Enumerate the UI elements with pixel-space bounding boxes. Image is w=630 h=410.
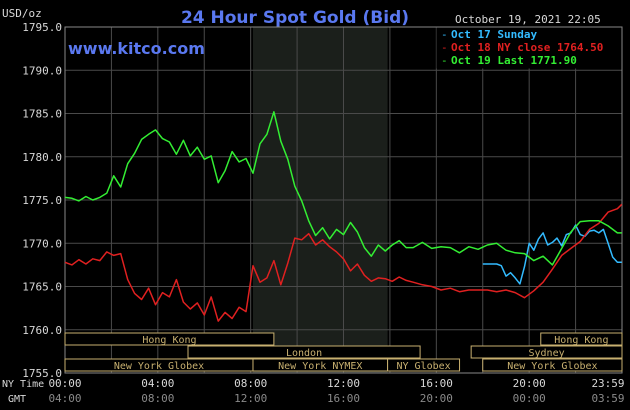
session-label: New York Globex [507,361,597,372]
source-watermark: www.kitco.com [68,39,205,58]
y-tick-label: 1795.0 [22,21,62,34]
legend-entry: Oct 18 NY close 1764.50 [451,41,603,54]
session-label: New York Globex [114,361,204,372]
session-box [540,332,623,346]
plot-frame [64,26,623,374]
series-line-2 [64,203,623,322]
legend-bullet: - [441,54,448,67]
session-label: Hong Kong [554,335,608,346]
y-tick-label: 1770.0 [22,237,62,250]
x-tick-label-gmt: 16:00 [327,392,360,405]
legend-entry: Oct 19 Last 1771.90 [451,54,577,67]
session-label: Hong Kong [142,335,196,346]
y-axis-label: USD/oz [2,7,42,20]
timestamp: October 19, 2021 22:05 [455,13,601,26]
x-tick-label-gmt: 00:00 [513,392,546,405]
legend-entry: Oct 17 Sunday [451,28,537,41]
x-tick-label-gmt: 20:00 [420,392,453,405]
x-tick-label-gmt: 03:59 [591,392,624,405]
y-tick-label: 1760.0 [22,324,62,337]
chart-title: 24 Hour Spot Gold (Bid) [181,8,409,28]
x-tick-label-ny: 04:00 [141,377,174,390]
x-tick-label-gmt: 08:00 [141,392,174,405]
x-tick-label-ny: 00:00 [48,377,81,390]
session-box [470,345,623,359]
y-tick-label: 1790.0 [22,64,62,77]
series-line-1 [482,224,622,285]
legend-bullet: - [441,41,448,54]
x-tick-label-gmt: 04:00 [48,392,81,405]
session-box [187,345,421,359]
ny-time-row-label: NY Time [2,379,44,390]
session-label: Sydney [529,348,565,359]
x-tick-label-ny: 23:59 [591,377,624,390]
x-tick-label-ny: 16:00 [420,377,453,390]
y-tick-label: 1775.0 [22,194,62,207]
y-tick-label: 1785.0 [22,108,62,121]
session-label: New York NYMEX [278,361,362,372]
y-tick-label: 1780.0 [22,151,62,164]
legend-box [436,27,618,69]
session-box [64,332,275,346]
y-tick-label: 1765.0 [22,281,62,294]
x-tick-label-ny: 08:00 [234,377,267,390]
session-box [482,358,623,372]
session-box [387,358,461,372]
legend: - Oct 17 Sunday- Oct 18 NY close 1764.50- O… [436,27,618,69]
series-line-3 [64,111,622,266]
y-tick-label: 1755.0 [22,367,62,380]
x-tick-label-ny: 20:00 [513,377,546,390]
gmt-row-label: GMT [8,394,26,405]
legend-bullet: - [441,28,448,41]
session-label: NY Globex [396,361,450,372]
x-tick-label-gmt: 12:00 [234,392,267,405]
x-tick-label-ny: 12:00 [327,377,360,390]
session-label: London [286,348,322,359]
